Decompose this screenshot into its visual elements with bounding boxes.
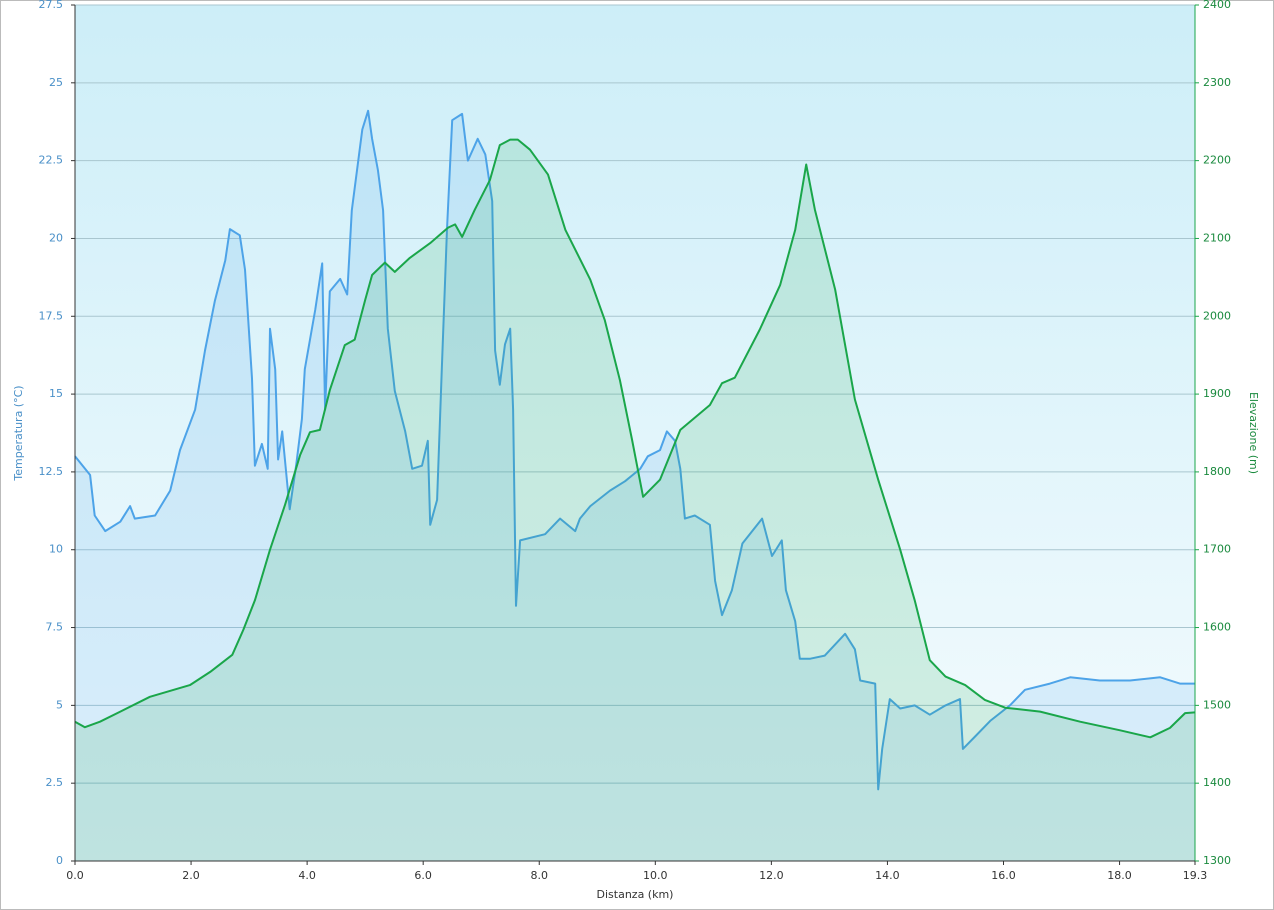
y2-tick-label: 1500 (1203, 698, 1231, 711)
y-tick-label: 27.5 (39, 0, 64, 11)
plot-area (75, 5, 1195, 861)
x-tick-label: 19.3 (1183, 869, 1208, 882)
y2-tick-label: 2200 (1203, 154, 1231, 167)
y2-tick-label: 2400 (1203, 0, 1231, 11)
y-tick-label: 5 (56, 698, 63, 711)
y-axis-title: Temperatura (°C) (12, 385, 25, 481)
y-tick-label: 12.5 (39, 465, 64, 478)
y2-tick-label: 1400 (1203, 776, 1231, 789)
y-tick-label: 7.5 (46, 621, 64, 634)
y-tick-label: 17.5 (39, 309, 64, 322)
area-fill (75, 110, 1195, 862)
y2-tick-label: 2000 (1203, 309, 1231, 322)
x-tick-label: 18.0 (1107, 869, 1132, 882)
y2-tick-label: 2100 (1203, 231, 1231, 244)
x-tick-label: 2.0 (182, 869, 200, 882)
y-tick-label: 0 (56, 854, 63, 867)
y-tick-label: 15 (49, 387, 63, 400)
marks (74, 109, 1196, 862)
x-axis-title: Distanza (km) (597, 888, 674, 901)
y2-tick-label: 1600 (1203, 621, 1231, 634)
tick-labels: 0 2.5 5 7.5 10 12.5 15 17.5 20 22.5 25 27.5 1300 1400… (39, 0, 1232, 882)
y2-tick-label: 2300 (1203, 76, 1231, 89)
y-tick-label: 22.5 (39, 154, 64, 167)
area-fill (75, 139, 1195, 862)
y2-tick-label: 1900 (1203, 387, 1231, 400)
x-tick-label: 16.0 (991, 869, 1016, 882)
y2-tick-label: 1300 (1203, 854, 1231, 867)
y2-tick-label: 1800 (1203, 465, 1231, 478)
y-tick-label: 25 (49, 76, 63, 89)
y2-axis-title: Elevazione (m) (1247, 392, 1260, 474)
x-tick-label: 8.0 (530, 869, 548, 882)
series-line (74, 138, 1196, 739)
x-tick-label: 0.0 (66, 869, 84, 882)
x-tick-label: 10.0 (643, 869, 668, 882)
y2-tick-label: 1700 (1203, 543, 1231, 556)
series-line (74, 109, 1195, 791)
y-tick-label: 2.5 (46, 776, 64, 789)
x-tick-label: 4.0 (298, 869, 316, 882)
y-tick-label: 20 (49, 231, 63, 244)
x-tick-label: 14.0 (875, 869, 900, 882)
y-tick-label: 10 (49, 543, 63, 556)
x-tick-label: 12.0 (759, 869, 784, 882)
x-tick-label: 6.0 (414, 869, 432, 882)
